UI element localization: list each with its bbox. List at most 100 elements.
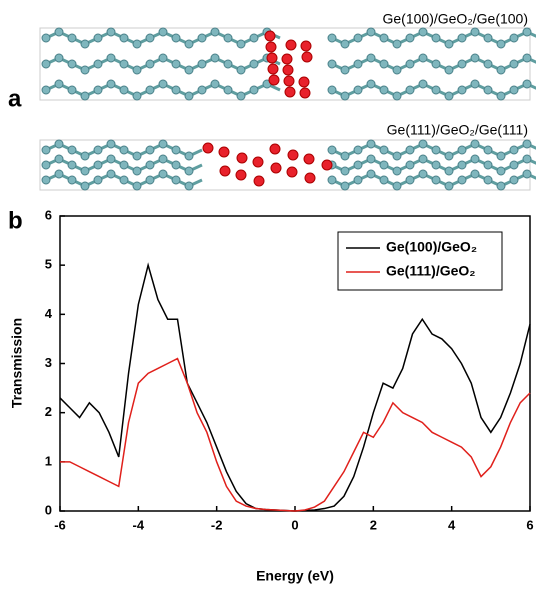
structure-label: Ge(111)/GeO₂/Ge(111) [387, 122, 528, 138]
o-atom [218, 146, 230, 158]
ge-atom [379, 59, 389, 69]
ge-atom [106, 139, 116, 149]
ge-atom [327, 175, 337, 185]
ge-atom [41, 175, 51, 185]
o-atom [321, 159, 333, 171]
x-tick-label: 6 [526, 517, 533, 532]
ge-atom [470, 53, 480, 63]
ge-atom [171, 85, 181, 95]
ge-atom [249, 33, 259, 43]
o-atom [299, 87, 311, 99]
ge-atom [366, 79, 376, 89]
o-atom [264, 30, 276, 42]
ge-atom [418, 169, 428, 179]
ge-atom [353, 160, 363, 170]
o-atom [298, 76, 310, 88]
ge-atom [249, 59, 259, 69]
ge-atom [54, 53, 64, 63]
ge-atom [236, 39, 246, 49]
ge-atom [80, 181, 90, 191]
ge-atom [41, 59, 51, 69]
o-atom [287, 149, 299, 161]
x-tick-label: -4 [133, 517, 145, 532]
o-atom [300, 40, 312, 52]
ge-atom [80, 65, 90, 75]
ge-atom [171, 145, 181, 155]
o-atom [253, 175, 265, 187]
ge-atom [444, 39, 454, 49]
ge-atom [184, 151, 194, 161]
ge-atom [171, 160, 181, 170]
ge-atom [158, 27, 168, 37]
o-atom [266, 52, 278, 64]
ge-atom [80, 91, 90, 101]
ge-atom [431, 85, 441, 95]
ge-atom [106, 169, 116, 179]
ge-atom [496, 39, 506, 49]
ge-atom [223, 85, 233, 95]
ge-atom [197, 85, 207, 95]
o-atom [202, 142, 214, 154]
ge-atom [145, 175, 155, 185]
ge-atom [106, 154, 116, 164]
ge-atom [106, 79, 116, 89]
ge-atom [119, 33, 129, 43]
ge-atom [483, 145, 493, 155]
ge-atom [496, 151, 506, 161]
o-atom [236, 152, 248, 164]
ge-atom [93, 160, 103, 170]
ge-atom [379, 85, 389, 95]
ge-atom [171, 59, 181, 69]
ge-atom [392, 39, 402, 49]
ge-atom [327, 85, 337, 95]
ge-atom [67, 175, 77, 185]
panel-label: b [8, 207, 23, 234]
ge-atom [522, 79, 532, 89]
y-axis-label: Transmission [9, 318, 25, 408]
ge-atom [158, 154, 168, 164]
ge-atom [41, 85, 51, 95]
ge-atom [327, 145, 337, 155]
ge-atom [444, 91, 454, 101]
ge-atom [210, 27, 220, 37]
ge-atom [80, 39, 90, 49]
ge-atom [93, 145, 103, 155]
ge-atom [353, 33, 363, 43]
ge-atom [158, 139, 168, 149]
ge-atom [80, 151, 90, 161]
ge-atom [483, 175, 493, 185]
o-atom [268, 74, 280, 86]
ge-atom [470, 79, 480, 89]
ge-atom [418, 53, 428, 63]
y-tick-label: 2 [45, 404, 52, 419]
x-axis-label: Energy (eV) [256, 568, 334, 584]
ge-atom [145, 160, 155, 170]
o-atom [303, 153, 315, 165]
legend-label: Ge(111)/GeO₂ [386, 263, 476, 279]
o-atom [284, 86, 296, 98]
ge-atom [405, 160, 415, 170]
structure-label: Ge(100)/GeO₂/Ge(100) [383, 11, 529, 27]
ge-atom [366, 27, 376, 37]
ge-atom [444, 151, 454, 161]
ge-atom [67, 160, 77, 170]
ge-atom [379, 175, 389, 185]
ge-atom [67, 85, 77, 95]
ge-atom [106, 53, 116, 63]
ge-atom [366, 53, 376, 63]
ge-atom [340, 151, 350, 161]
ge-atom [509, 175, 519, 185]
ge-atom [470, 169, 480, 179]
ge-atom [93, 85, 103, 95]
ge-atom [184, 65, 194, 75]
ge-atom [249, 85, 259, 95]
ge-atom [223, 33, 233, 43]
ge-atom [392, 181, 402, 191]
o-atom [282, 64, 294, 76]
ge-atom [353, 175, 363, 185]
ge-atom [340, 166, 350, 176]
ge-atom [496, 181, 506, 191]
ge-atom [444, 65, 454, 75]
ge-atom [509, 85, 519, 95]
